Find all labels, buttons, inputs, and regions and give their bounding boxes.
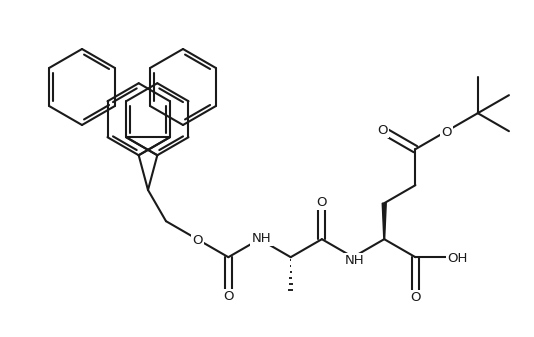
Text: O: O (377, 124, 388, 137)
Text: O: O (410, 291, 421, 304)
Text: NH: NH (252, 232, 271, 245)
Text: O: O (223, 290, 233, 303)
Polygon shape (382, 203, 386, 239)
Text: O: O (441, 126, 452, 139)
Text: O: O (317, 196, 327, 209)
Text: O: O (192, 234, 202, 247)
Text: OH: OH (447, 252, 468, 265)
Text: NH: NH (345, 254, 365, 267)
